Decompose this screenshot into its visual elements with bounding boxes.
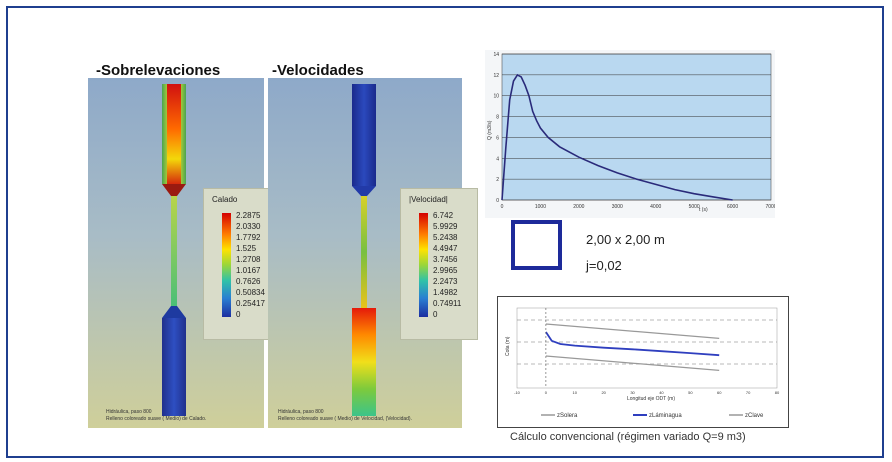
- x-tick-label: 0: [501, 204, 504, 210]
- legend-zclave: zClave: [745, 413, 764, 419]
- velocidad-tick: 4.4947: [433, 244, 458, 253]
- x-axis-label: t (s): [699, 207, 708, 213]
- velocidad-legend: |Velocidad| 6.742 5.9929 5.2438 4.4947 3…: [400, 188, 478, 340]
- velocidad-tick: 5.9929: [433, 222, 458, 231]
- y-tick-label: 10: [493, 94, 499, 100]
- footnote-right-2: Relleno coloreado suave ( Medio) de Velo…: [278, 416, 412, 422]
- velocidad-legend-title: |Velocidad|: [409, 195, 448, 204]
- y-tick-labels: 0 2 4 6 8 10 12 14: [493, 52, 499, 204]
- x-tick-label: 30: [630, 390, 635, 395]
- x-tick-label: 40: [659, 390, 664, 395]
- velocidad-tick: 6.742: [433, 211, 454, 220]
- longitudinal-profile-chart: -10 0 10 20 30 40 50 60 70 80 Cota (m) Longitud e…: [497, 296, 789, 428]
- upper-transition: [162, 184, 186, 196]
- calado-tick: 0.50834: [236, 288, 265, 297]
- x-tick-labels: 0 1000 2000 3000 4000 5000 6000 7000: [501, 204, 775, 210]
- velocidad-tick: 0.74911: [433, 299, 462, 308]
- plot-area: [516, 307, 778, 389]
- calado-tick: 2.0330: [236, 222, 261, 231]
- lower-channel: [352, 308, 376, 416]
- x-tick-label: 80: [775, 390, 780, 395]
- x-tick-label: 3000: [612, 204, 623, 210]
- profile-series: [545, 308, 720, 388]
- title-velocidades: -Velocidades: [272, 62, 364, 79]
- x-tick-label: -10: [514, 390, 521, 395]
- footnote-left-1: Hidráulica, paso 800: [106, 409, 152, 415]
- narrow-conduit: [361, 196, 367, 308]
- title-sobrelevaciones: -Sobrelevaciones: [96, 62, 221, 79]
- profile-y-label: Cota (m): [505, 336, 511, 356]
- calado-simulation-panel: Hidráulica, paso 800 Relleno coloreado s…: [88, 78, 264, 428]
- calado-tick: 0.7626: [236, 277, 261, 286]
- calado-tick: 1.7792: [236, 233, 261, 242]
- y-tick-label: 8: [496, 115, 499, 121]
- profile-x-label: Longitud eje ODT (m): [627, 396, 675, 402]
- y-tick-label: 0: [496, 198, 499, 204]
- series-line-zláminagua: [545, 331, 720, 357]
- x-tick-label: 60: [717, 390, 722, 395]
- x-tick-label: 0: [545, 390, 548, 395]
- velocidad-tick: 2.9965: [433, 266, 458, 275]
- figure-caption: Cálculo convencional (régimen variado Q=…: [510, 431, 746, 443]
- upper-channel: [352, 84, 376, 186]
- plot-area: [501, 53, 772, 201]
- hydrograph-chart: 0 2 4 6 8 10 12 14 0 1000 2000 3000 4000 5000 6000 700…: [485, 50, 775, 218]
- y-tick-label: 14: [493, 52, 499, 58]
- velocidad-tick: 2.2473: [433, 277, 458, 286]
- velocidad-colorbar: [419, 213, 428, 317]
- slope-value: j=0,02: [586, 258, 622, 273]
- series-line-zclave: [545, 323, 720, 339]
- footnote-right-1: Hidráulica, paso 800: [278, 409, 324, 415]
- calado-tick: 0: [236, 310, 241, 319]
- x-tick-label: 20: [601, 390, 606, 395]
- velocidad-tick: 0: [433, 310, 438, 319]
- calado-tick: 1.525: [236, 244, 257, 253]
- lower-transition: [162, 306, 186, 318]
- upper-channel-water: [167, 84, 181, 184]
- x-tick-label: 5000: [689, 204, 700, 210]
- upper-transition: [352, 186, 376, 196]
- calado-colorbar: [222, 213, 231, 317]
- calado-tick: 1.2708: [236, 255, 261, 264]
- x-tick-label: 70: [746, 390, 751, 395]
- grid-lines: [502, 53, 771, 201]
- y-tick-label: 4: [496, 156, 499, 162]
- culvert-dimensions: 2,00 x 2,00 m: [586, 232, 665, 247]
- y-tick-label: 12: [493, 73, 499, 79]
- velocidad-tick: 1.4982: [433, 288, 458, 297]
- calado-tick: 0.25417: [236, 299, 265, 308]
- x-tick-labels: -10 0 10 20 30 40 50 60 70 80: [514, 390, 780, 395]
- x-tick-label: 4000: [650, 204, 661, 210]
- box-culvert-section-icon: [511, 220, 562, 270]
- velocidad-tick: 5.2438: [433, 233, 458, 242]
- calado-tick: 1.0167: [236, 266, 261, 275]
- x-tick-label: 2000: [573, 204, 584, 210]
- footnote-left-2: Relleno coloreado suave ( Medio) de Cala…: [106, 416, 207, 422]
- series-line-zsolera: [545, 355, 720, 371]
- narrow-conduit: [171, 196, 177, 306]
- y-tick-label: 6: [496, 135, 499, 141]
- x-tick-label: 7000: [765, 204, 775, 210]
- legend-zsolera: zSolera: [557, 413, 578, 419]
- x-tick-label: 10: [573, 390, 578, 395]
- calado-legend-title: Calado: [212, 195, 238, 204]
- y-axis-label: Q (m3/s): [487, 120, 493, 140]
- x-tick-label: 50: [688, 390, 693, 395]
- velocidad-tick: 3.7456: [433, 255, 458, 264]
- calado-legend: Calado 2.2875 2.0330 1.7792 1.525 1.2708…: [203, 188, 277, 340]
- lower-channel: [162, 318, 186, 416]
- y-tick-label: 2: [496, 177, 499, 183]
- calado-tick: 2.2875: [236, 211, 261, 220]
- legend-zlaminagua: zLáminagua: [649, 413, 682, 419]
- discharge-series-line: [501, 73, 733, 201]
- x-tick-label: 6000: [727, 204, 738, 210]
- x-tick-label: 1000: [535, 204, 546, 210]
